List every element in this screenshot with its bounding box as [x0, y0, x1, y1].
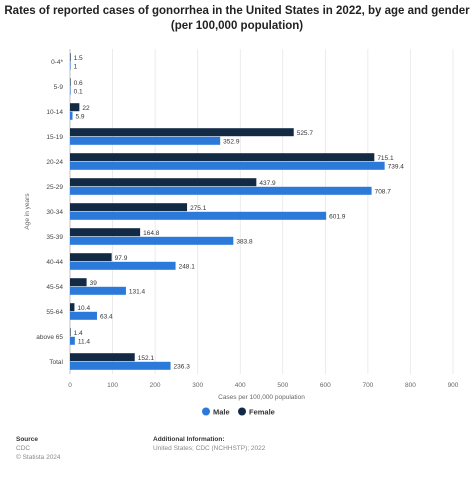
female-value-label: 275.1: [190, 205, 207, 212]
male-bar: [70, 361, 171, 370]
y-tick-label: 25-29: [46, 184, 63, 191]
y-tick-label: 15-19: [46, 134, 63, 141]
female-bar: [70, 253, 112, 262]
male-bar: [70, 136, 221, 145]
male-bar: [70, 311, 97, 320]
female-value-label: 1.4: [74, 330, 83, 337]
y-tick-label: above 65: [36, 334, 63, 341]
male-bar: [70, 236, 234, 245]
female-value-label: 22: [82, 105, 90, 112]
male-value-label: 248.1: [179, 263, 196, 270]
x-tick-label: 400: [235, 382, 246, 389]
additional-info-block: Additional Information: United States; C…: [153, 435, 265, 453]
additional-info-heading: Additional Information:: [153, 436, 225, 443]
female-bar: [70, 103, 80, 112]
male-bar: [70, 111, 73, 120]
male-value-label: 1: [74, 63, 78, 70]
x-tick-label: 900: [448, 382, 459, 389]
copyright-text: © Statista 2024: [16, 454, 61, 461]
female-bar: [70, 153, 375, 162]
female-bar: [70, 328, 71, 337]
male-value-label: 11.4: [78, 338, 91, 345]
female-value-label: 715.1: [377, 155, 394, 162]
y-tick-label: 30-34: [46, 209, 63, 216]
male-bar: [70, 86, 71, 95]
x-tick-label: 100: [107, 382, 118, 389]
x-tick-label: 500: [277, 382, 288, 389]
female-value-label: 39: [90, 280, 98, 287]
female-bar: [70, 278, 87, 287]
female-bar: [70, 53, 71, 62]
additional-info-text: United States; CDC (NCHHSTP); 2022: [153, 445, 266, 452]
female-bar: [70, 128, 294, 137]
female-bar: [70, 228, 141, 237]
x-tick-label: 800: [405, 382, 416, 389]
female-bar: [70, 303, 75, 312]
x-axis-title: Cases per 100,000 population: [218, 394, 305, 401]
y-tick-label: 20-24: [46, 159, 63, 166]
male-bar: [70, 161, 385, 170]
y-tick-label: 55-64: [46, 309, 63, 316]
female-value-label: 1.5: [74, 55, 83, 62]
source-name: CDC: [16, 445, 31, 452]
female-bar: [70, 203, 188, 212]
male-bar: [70, 286, 126, 295]
male-value-label: 0.1: [74, 88, 83, 95]
x-tick-label: 200: [150, 382, 161, 389]
male-value-label: 739.4: [388, 163, 405, 170]
female-value-label: 164.8: [143, 230, 160, 237]
y-tick-label: 0-4*: [51, 59, 63, 66]
x-tick-label: 300: [192, 382, 203, 389]
male-bar: [70, 261, 176, 270]
x-tick-label: 700: [362, 382, 373, 389]
legend-male-swatch: [202, 407, 210, 416]
chart-title-line-1: Rates of reported cases of gonorrhea in …: [4, 5, 470, 17]
female-bar: [70, 178, 257, 187]
female-value-label: 10.4: [77, 305, 90, 312]
legend-female-swatch: [238, 407, 246, 416]
male-value-label: 383.8: [236, 238, 253, 245]
male-value-label: 63.4: [100, 313, 113, 320]
female-bar: [70, 78, 71, 87]
male-value-label: 601.9: [329, 213, 346, 220]
y-tick-label: 5-9: [54, 84, 64, 91]
y-tick-label: 10-14: [46, 109, 63, 116]
male-value-label: 5.9: [76, 113, 85, 120]
male-bar: [70, 211, 327, 220]
source-block: Source CDC © Statista 2024: [16, 435, 61, 462]
female-value-label: 0.6: [74, 80, 83, 87]
x-tick-label: 600: [320, 382, 331, 389]
male-bar: [70, 336, 75, 345]
chart-title: Rates of reported cases of gonorrhea in …: [0, 4, 474, 34]
legend-female-label: Female: [249, 408, 275, 417]
x-tick-label: 0: [68, 382, 72, 389]
male-bar: [70, 186, 372, 195]
y-axis-title: Age in years: [24, 193, 31, 230]
y-tick-label: 35-39: [46, 234, 63, 241]
female-value-label: 525.7: [297, 130, 314, 137]
y-tick-label: Total: [49, 359, 63, 366]
male-value-label: 708.7: [375, 188, 392, 195]
chart-title-line-2: (per 100,000 population): [170, 20, 304, 32]
female-value-label: 152.1: [138, 355, 155, 362]
male-bar: [70, 61, 71, 70]
y-tick-label: 45-54: [46, 284, 63, 291]
male-value-label: 352.9: [223, 138, 240, 145]
female-value-label: 97.9: [115, 255, 128, 262]
female-value-label: 437.9: [259, 180, 276, 187]
male-value-label: 236.3: [174, 363, 191, 370]
female-bar: [70, 353, 135, 362]
y-tick-label: 40-44: [46, 259, 63, 266]
male-value-label: 131.4: [129, 288, 146, 295]
source-heading: Source: [16, 436, 39, 443]
legend-male-label: Male: [213, 408, 230, 417]
